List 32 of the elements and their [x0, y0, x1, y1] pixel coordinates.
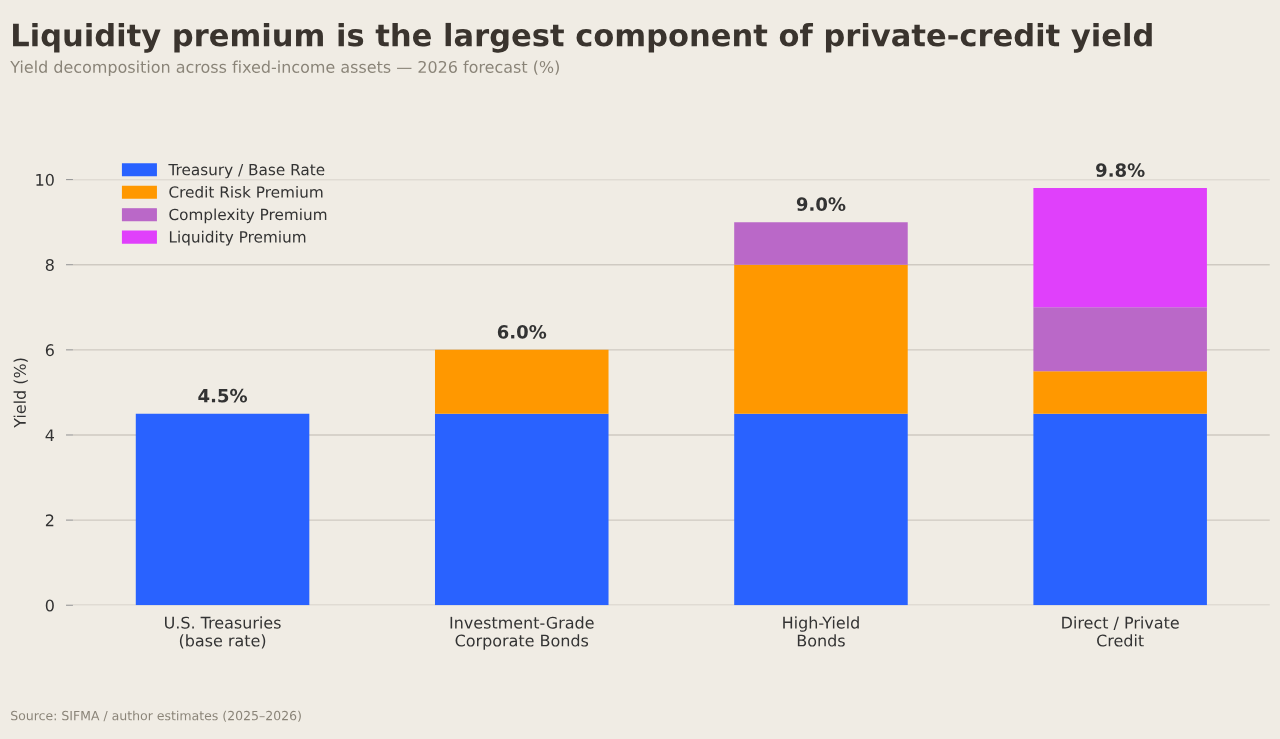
bar	[1033, 188, 1207, 308]
bar	[434, 349, 609, 414]
legend-label: Credit Risk Premium	[169, 185, 323, 198]
x-tick-label: Direct / Private Credit	[1062, 616, 1179, 647]
x-tick-label: Investment-Grade Corporate Bonds	[450, 616, 594, 650]
total-label: 9.0%	[796, 197, 846, 211]
legend-label: Liquidity Premium	[169, 230, 306, 246]
legend-label: Complexity Premium	[169, 208, 327, 224]
bar	[1033, 307, 1207, 372]
y-axis-title: Yield (%)	[13, 358, 28, 428]
x-tick-label: High-Yield Bonds	[783, 616, 859, 647]
chart-title: Liquidity premium is the largest component of private-credit yield	[13, 22, 1152, 53]
total-label: 4.5%	[198, 388, 248, 403]
bar	[734, 222, 908, 265]
y-tick-label: 10	[36, 173, 54, 186]
bar	[1033, 413, 1207, 606]
y-tick-label: 0	[45, 599, 54, 612]
y-tick-label: 8	[45, 258, 54, 272]
y-tick-label: 2	[45, 514, 54, 527]
bar	[1033, 371, 1207, 414]
y-tick-label: 4	[45, 429, 55, 442]
bar	[434, 413, 609, 606]
bar	[734, 264, 908, 414]
total-label: 6.0%	[497, 325, 547, 339]
legend-label: Treasury / Base Rate	[168, 164, 325, 179]
x-tick-label: U.S. Treasuries (base rate)	[165, 616, 281, 649]
source-note: Source: SIFMA / author estimates (2025–2026)	[11, 710, 301, 722]
bar	[734, 413, 908, 606]
total-label: 9.8%	[1096, 163, 1145, 177]
chart-subtitle: Yield decomposition across fixed-income assets — 2026 forecast (%)	[10, 60, 559, 77]
y-tick-label: 6	[45, 344, 54, 357]
bar	[135, 413, 310, 606]
